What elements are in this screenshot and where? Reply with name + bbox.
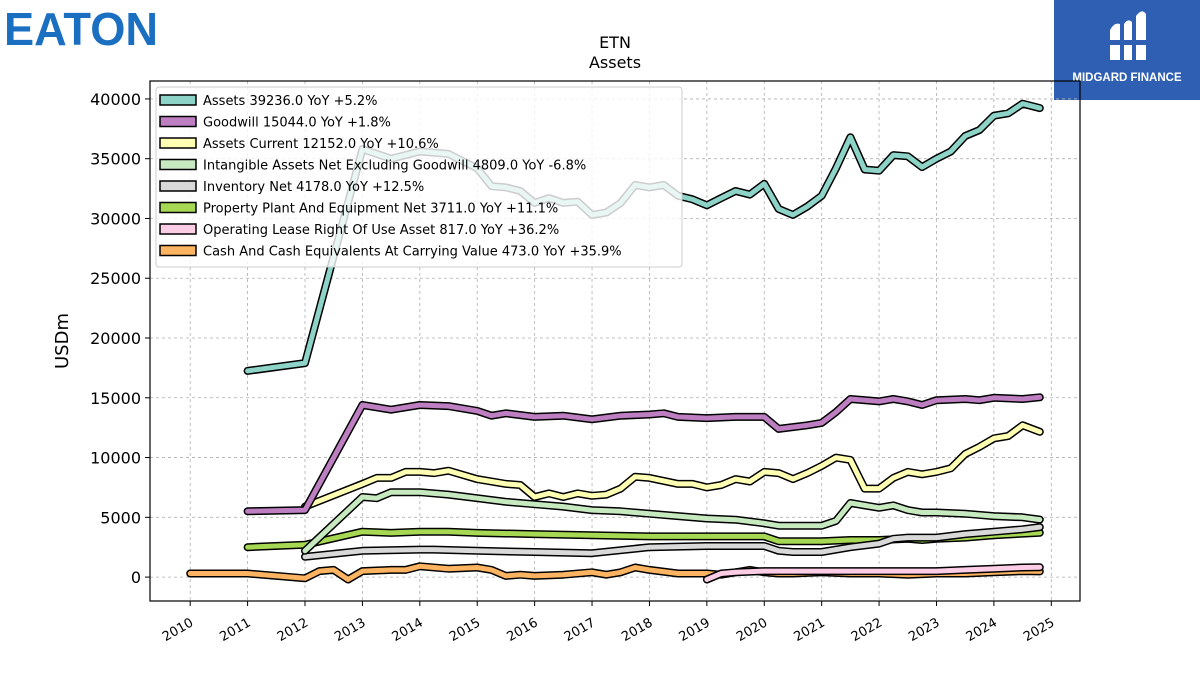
legend-label: Goodwill 15044.0 YoY +1.8% <box>203 116 391 131</box>
eaton-logo: EATON <box>4 4 160 48</box>
legend-label: Property Plant And Equipment Net 3711.0 … <box>203 202 558 217</box>
x-tick-label: 2011 <box>217 615 253 645</box>
eaton-logo-text: EATON <box>4 4 158 48</box>
x-tick-label: 2023 <box>906 615 942 645</box>
x-tick-label: 2016 <box>504 615 540 645</box>
x-tick-label: 2024 <box>964 615 1000 645</box>
legend-entry: Property Plant And Equipment Net 3711.0 … <box>159 201 558 217</box>
legend-label: Inventory Net 4178.0 YoY +12.5% <box>203 180 424 195</box>
legend-entry: Cash And Cash Equivalents At Carrying Va… <box>159 244 622 260</box>
series-line <box>302 489 1043 554</box>
legend-label: Cash And Cash Equivalents At Carrying Va… <box>203 245 622 260</box>
x-tick-label: 2018 <box>619 615 655 645</box>
legend-swatch <box>159 158 197 171</box>
y-tick-label: 10000 <box>90 449 141 468</box>
legend-swatch <box>159 180 197 192</box>
series-line <box>302 524 1043 560</box>
midgard-logo-text: MIDGARD FINANCE <box>1072 72 1182 84</box>
legend-label: Intangible Assets Net Excluding Goodwill… <box>203 159 586 174</box>
x-axis-ticks: 2010 2011 2012 2013 2014 2015 2016 2017 2018 2019… <box>160 601 1057 645</box>
chart-subtitle: Assets <box>589 53 641 72</box>
y-tick-label: 35000 <box>90 150 141 169</box>
y-tick-label: 5000 <box>100 508 141 527</box>
legend-swatch <box>159 244 197 257</box>
series-goodwill <box>243 393 1044 516</box>
x-tick-label: 2021 <box>792 615 828 645</box>
legend-swatch <box>159 137 197 149</box>
legend-swatch <box>159 223 197 235</box>
series-assets-current <box>301 421 1044 511</box>
x-tick-label: 2017 <box>562 615 598 645</box>
plot-frame <box>149 80 1081 602</box>
legend-entry: Assets 39236.0 YoY +5.2% <box>159 94 378 109</box>
midgard-finance-logo: MIDGARD FINANCE <box>1054 0 1200 100</box>
chart-title: ETN <box>599 33 631 52</box>
series-line <box>302 422 1043 510</box>
legend-box <box>155 86 683 268</box>
x-tick-label: 2010 <box>160 615 196 645</box>
x-tick-label: 2019 <box>677 615 713 645</box>
y-axis-ticks: 0 5000 10000 15000 20000 25000 30000 35000 40000 <box>90 90 150 587</box>
x-tick-label: 2014 <box>390 615 426 645</box>
y-tick-label: 20000 <box>90 329 141 348</box>
legend-entry: Operating Lease Right Of Use Asset 817.0… <box>159 223 559 238</box>
series-intangible-assets-net-excluding-goodwill <box>301 488 1044 555</box>
x-tick-label: 2022 <box>849 615 885 645</box>
x-tick-label: 2013 <box>332 615 368 645</box>
y-tick-label: 15000 <box>90 389 141 408</box>
legend-label: Assets 39236.0 YoY +5.2% <box>203 94 378 109</box>
x-tick-label: 2020 <box>734 615 770 645</box>
x-tick-label: 2012 <box>275 615 311 645</box>
legend-swatch <box>159 201 197 214</box>
legend-entry: Inventory Net 4178.0 YoY +12.5% <box>159 180 424 195</box>
series-line <box>245 394 1043 514</box>
legend-label: Assets Current 12152.0 YoY +10.6% <box>203 137 439 152</box>
y-tick-label: 0 <box>131 568 141 587</box>
series-operating-lease-right-of-use-asset <box>702 563 1044 584</box>
y-axis-label: USDm <box>52 313 73 369</box>
legend-swatch <box>159 94 197 106</box>
midgard-logo-mark: MIDGARD FINANCE <box>1072 11 1182 84</box>
series-inventory-net <box>301 523 1044 561</box>
x-tick-label: 2025 <box>1021 615 1057 645</box>
y-tick-label: 25000 <box>90 269 141 288</box>
y-tick-label: 40000 <box>90 90 141 109</box>
legend-entry: Intangible Assets Net Excluding Goodwill… <box>159 158 586 174</box>
legend-entry: Assets Current 12152.0 YoY +10.6% <box>159 137 439 152</box>
legend: Assets 39236.0 YoY +5.2% Goodwill 15044.0… <box>155 86 683 268</box>
x-tick-label: 2015 <box>447 615 483 645</box>
legend-label: Operating Lease Right Of Use Asset 817.0… <box>203 223 559 238</box>
y-tick-label: 30000 <box>90 209 141 228</box>
legend-entry: Goodwill 15044.0 YoY +1.8% <box>159 115 391 131</box>
legend-swatch <box>159 115 197 128</box>
series-line <box>704 564 1043 582</box>
